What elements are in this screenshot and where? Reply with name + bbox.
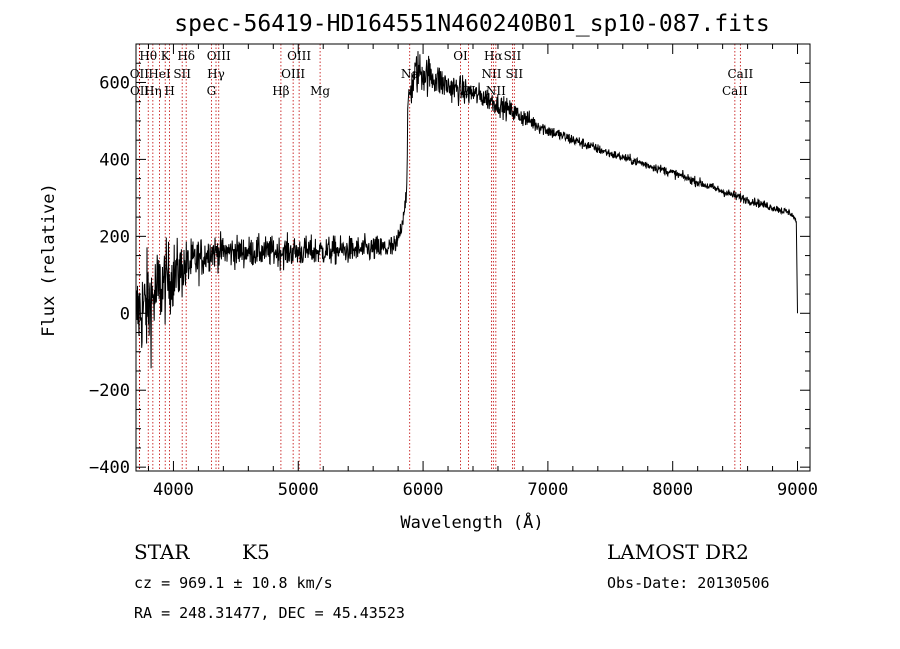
line-label-13: OIII	[281, 67, 305, 81]
observation-date: Obs-Date: 20130506	[607, 574, 770, 592]
x-axis-label: Wavelength (Å)	[400, 511, 543, 533]
line-label-6: H	[164, 84, 174, 98]
y-tick-label-0: −400	[89, 458, 130, 478]
line-label-10: Hγ	[207, 67, 225, 81]
line-label-7: SII	[173, 67, 191, 81]
line-label-14: OIII	[287, 49, 311, 63]
line-label-23: SII	[505, 67, 523, 81]
axis-ticks: 4000 5000 6000 7000 8000 9000 −400 −200 0 200 400 6…	[89, 43, 818, 500]
line-label-5: K	[161, 49, 171, 63]
line-label-17: OI	[453, 49, 468, 63]
x-tick-label-3: 7000	[527, 480, 568, 500]
line-label-20: Hα	[484, 49, 503, 63]
x-tick-label-4: 8000	[652, 480, 693, 500]
y-tick-label-4: 400	[99, 150, 130, 170]
line-label-16: Na	[401, 67, 419, 81]
x-tick-label-0: 4000	[153, 480, 194, 500]
line-label-21: NII	[486, 84, 506, 98]
line-label-2: Hθ	[139, 49, 157, 63]
line-label-11: OIII	[207, 49, 231, 63]
line-label-8: Hδ	[177, 49, 195, 63]
line-label-12: Hβ	[272, 84, 289, 98]
chart-title: spec-56419-HD164551N460240B01_sp10-087.f…	[174, 11, 769, 37]
x-tick-label-2: 6000	[403, 480, 444, 500]
x-tick-label-1: 5000	[278, 480, 319, 500]
line-label-0: OII	[130, 67, 150, 81]
x-tick-label-5: 9000	[777, 480, 818, 500]
redshift-value: cz = 969.1 ± 10.8 km/s	[134, 574, 333, 592]
line-label-19: NII	[481, 67, 501, 81]
y-tick-label-3: 200	[99, 227, 130, 247]
line-label-25: CaII	[727, 67, 753, 81]
object-subclass: K5	[242, 540, 270, 564]
line-label-22: SII	[504, 49, 522, 63]
line-label-1: OII	[130, 84, 150, 98]
object-class: STAR	[134, 540, 190, 564]
line-label-24: CaII	[722, 84, 748, 98]
spectral-lines: OII OII Hθ Hη HeI K H SII Hδ G Hγ OIII Hβ OIII OIII Mg N…	[130, 44, 754, 471]
plot-area	[135, 51, 798, 369]
line-label-9: G	[207, 84, 217, 98]
coordinates: RA = 248.31477, DEC = 45.43523	[134, 604, 405, 622]
y-tick-label-5: 600	[99, 73, 130, 93]
line-label-3: Hη	[144, 84, 162, 98]
y-axis-label: Flux (relative)	[39, 183, 59, 337]
line-label-4: HeI	[148, 67, 171, 81]
y-tick-label-1: −200	[89, 381, 130, 401]
y-tick-label-2: 0	[120, 304, 130, 324]
plot-frame	[135, 43, 811, 472]
survey-name: LAMOST DR2	[607, 540, 749, 564]
line-label-15: Mg	[310, 84, 330, 98]
spectrum-series-0	[135, 51, 798, 369]
